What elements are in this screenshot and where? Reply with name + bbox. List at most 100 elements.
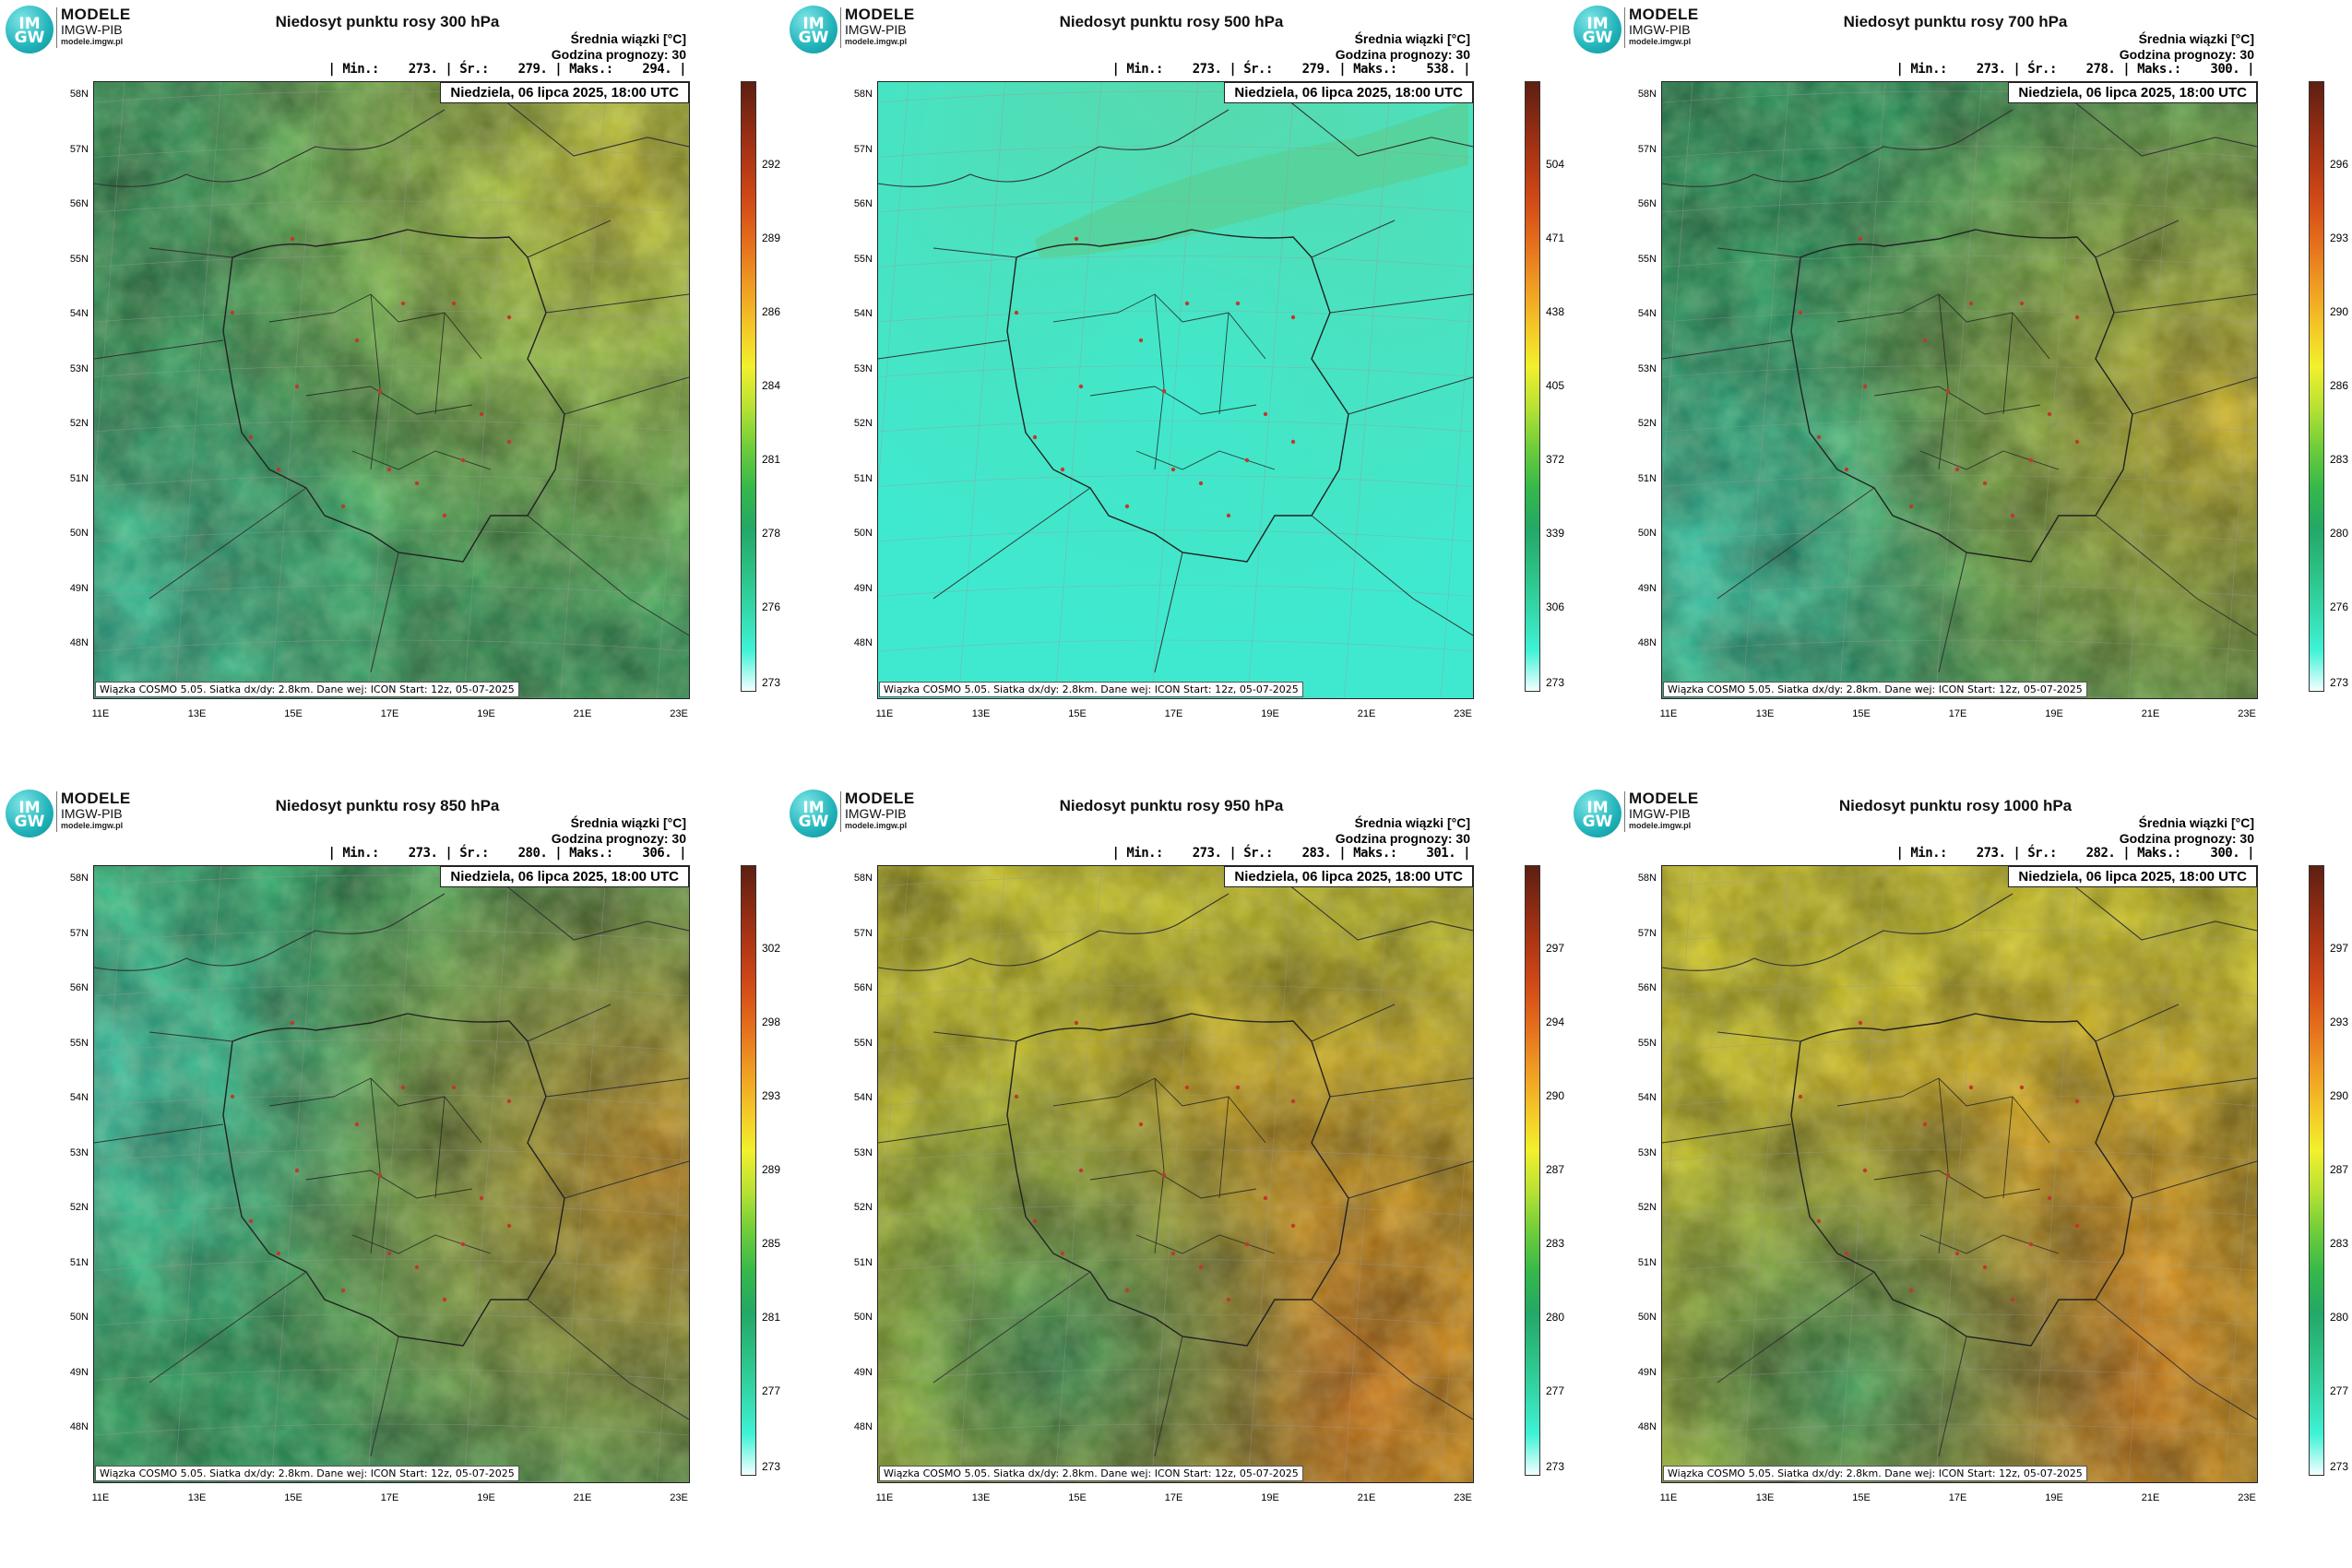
city-marker [276, 467, 281, 472]
city-marker [290, 1020, 295, 1026]
info-title: Średnia wiązki [°C] [1354, 815, 1470, 830]
lat-tick-label: 51N [853, 1256, 873, 1268]
stats-line: | Min.: 273. | Śr.: 278. | Maks.: 300. | [1895, 62, 2254, 77]
colorbar-tick-label: 293 [2330, 232, 2349, 244]
colorbar-tick-label: 289 [762, 1163, 781, 1176]
longitude-gridline [560, 866, 607, 1482]
city-marker [1290, 439, 1296, 445]
latitude-axis: 58N 57N 56N 55N 54N 53N 52N 51N 50N 49N 48N [1623, 81, 1658, 697]
longitude-gridline [1838, 82, 1886, 698]
latitude-gridline [878, 529, 1473, 542]
city-marker [2074, 1099, 2080, 1104]
brand-name: MODELE [1629, 6, 1699, 23]
brand-org: IMGW-PIB [61, 22, 123, 37]
city-marker [1124, 1288, 1130, 1293]
colorbar-tick-label: 290 [2330, 305, 2349, 318]
city-marker [1290, 1099, 1296, 1104]
city-marker [354, 338, 360, 343]
city-marker [451, 1085, 457, 1090]
latitude-gridline [1662, 930, 2257, 942]
city-marker [2010, 1297, 2015, 1302]
colorbar-tick-label: 286 [2330, 379, 2349, 392]
lon-tick-label: 19E [2045, 1492, 2063, 1503]
brand-divider [840, 791, 841, 832]
colorbar-tick-label: 287 [2330, 1163, 2349, 1176]
map-area: Niedziela, 06 lipca 2025, 18:00 UTC Wiąz… [1661, 81, 2258, 699]
city-marker [276, 1251, 281, 1256]
field-highlights [1662, 866, 2257, 1482]
forecast-hour: Godzina prognozy: 30 [1335, 47, 1470, 62]
lat-tick-label: 55N [69, 253, 89, 265]
brand-url: modele.imgw.pl [1629, 37, 1692, 46]
colorbar-tick-label: 438 [1546, 305, 1565, 318]
longitude-gridline [656, 263, 689, 698]
colorbar-tick-label: 293 [762, 1089, 781, 1102]
info-title: Średnia wiązki [°C] [2138, 815, 2254, 830]
colorbar-tick-label: 471 [1546, 232, 1565, 244]
latitude-gridline [94, 1423, 689, 1436]
colorbar-ticks: 292 289 286 284 281 278 276 273 [762, 81, 799, 690]
forecast-hour: Godzina prognozy: 30 [2119, 47, 2254, 62]
longitude-gridline [463, 82, 511, 698]
city-marker [340, 504, 346, 509]
lon-tick-label: 23E [1454, 708, 1472, 719]
latitude-gridline [1662, 1259, 2257, 1271]
city-marker [386, 467, 392, 472]
forecast-date: Niedziela, 06 lipca 2025, 18:00 UTC [2008, 82, 2257, 103]
longitude-gridline [2224, 1047, 2257, 1482]
city-marker [340, 1288, 346, 1293]
colorbar-tick-label: 339 [1546, 527, 1565, 540]
latitude-gridline [94, 1259, 689, 1271]
colorbar-tick-label: 277 [2330, 1384, 2349, 1397]
lon-tick-label: 17E [1948, 1492, 1967, 1503]
city-marker [2028, 1241, 2034, 1247]
map-svg [878, 866, 1473, 1482]
lat-tick-label: 52N [853, 1202, 873, 1213]
city-marker [1198, 1265, 1204, 1270]
city-marker [1170, 1251, 1176, 1256]
colorbar-tick-label: 297 [2330, 942, 2349, 955]
latitude-gridline [94, 200, 689, 213]
lon-tick-label: 23E [2238, 708, 2256, 719]
longitude-gridline [174, 82, 221, 698]
longitude-gridline [1247, 82, 1295, 698]
panel-title: Niedosyt punktu rosy 950 hPa [1059, 797, 1284, 814]
colorbar-tick-label: 284 [762, 379, 781, 392]
city-marker [400, 301, 406, 306]
lat-tick-label: 58N [69, 89, 89, 100]
map-svg [878, 82, 1473, 698]
colorbar [741, 81, 756, 692]
colorbar-tick-label: 277 [762, 1384, 781, 1397]
longitude-gridline [958, 866, 1005, 1482]
city-marker [1263, 1195, 1268, 1201]
lat-tick-label: 48N [853, 637, 873, 648]
colorbar-tick-label: 290 [1546, 1089, 1565, 1102]
city-marker [1816, 434, 1822, 440]
lat-tick-label: 48N [69, 1421, 89, 1432]
city-marker [1968, 301, 1974, 306]
city-marker [442, 1297, 447, 1302]
latitude-gridline [878, 930, 1473, 942]
city-marker [479, 1195, 484, 1201]
lat-tick-label: 56N [1637, 982, 1657, 993]
latitude-gridline [878, 1039, 1473, 1051]
lon-tick-label: 17E [1948, 708, 1967, 719]
city-marker [1198, 481, 1204, 486]
lon-tick-label: 17E [1164, 708, 1183, 719]
field-highlights [94, 82, 689, 698]
forecast-hour: Godzina prognozy: 30 [551, 47, 686, 62]
city-marker [1138, 338, 1144, 343]
latitude-gridline [1662, 1039, 2257, 1051]
city-marker [1908, 1288, 1914, 1293]
field-highlights [94, 866, 689, 1482]
city-marker [2074, 315, 2080, 320]
lat-tick-label: 55N [853, 253, 873, 265]
latitude-gridline [878, 1204, 1473, 1217]
colorbar-tick-label: 298 [762, 1016, 781, 1028]
longitude-gridline [367, 82, 414, 698]
latitude-gridline [94, 1204, 689, 1217]
city-marker [460, 1241, 466, 1247]
city-marker [506, 1099, 512, 1104]
latitude-gridline [1662, 146, 2257, 158]
city-marker [1945, 388, 1951, 394]
